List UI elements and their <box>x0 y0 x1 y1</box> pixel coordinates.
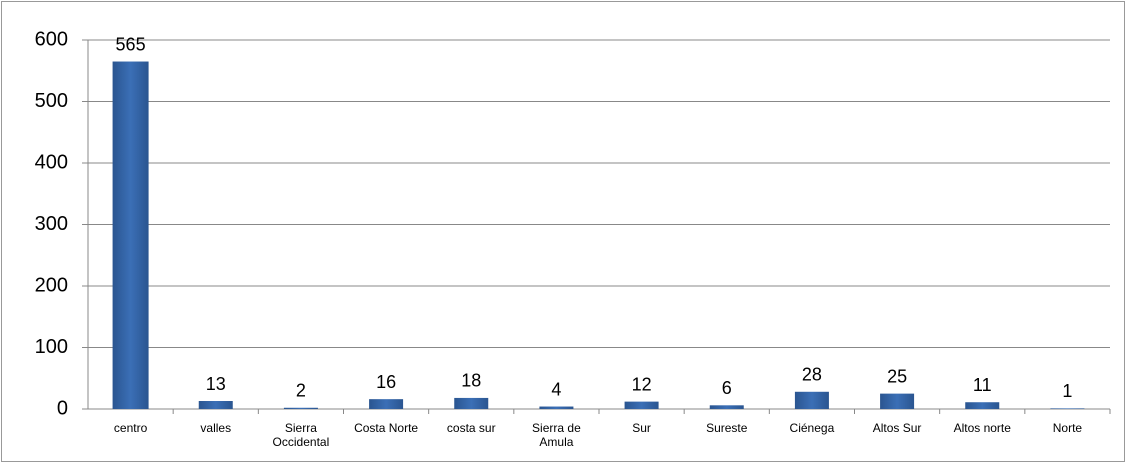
bar <box>709 405 744 409</box>
data-label: 4 <box>551 379 561 399</box>
x-tick-label: Sierra Occidental <box>272 421 330 449</box>
data-label: 18 <box>461 371 481 391</box>
y-tick-label: 400 <box>35 151 68 173</box>
x-tick-label: Altos Sur <box>872 421 922 435</box>
bar <box>624 401 659 409</box>
y-tick-label: 600 <box>35 28 68 50</box>
data-label: 2 <box>296 381 306 401</box>
x-tick-label: Sureste <box>706 421 748 435</box>
data-label: 565 <box>116 34 146 54</box>
bar <box>1050 408 1085 409</box>
y-tick-label: 300 <box>35 213 68 235</box>
bar <box>198 401 233 409</box>
data-label: 13 <box>206 374 226 394</box>
x-tick-label: Ciénega <box>789 421 835 435</box>
data-label: 16 <box>376 372 396 392</box>
bar <box>369 399 404 409</box>
bar <box>965 402 1000 409</box>
y-tick-label: 0 <box>57 397 68 419</box>
x-tick-label: valles <box>200 421 232 435</box>
x-tick-label: centro <box>113 421 148 435</box>
data-label: 25 <box>887 366 907 386</box>
x-tick-label: Sur <box>632 421 651 435</box>
x-tick-label: Costa Norte <box>354 421 419 435</box>
bar <box>539 406 574 409</box>
x-tick-label: Altos norte <box>953 421 1011 435</box>
bar <box>112 61 149 410</box>
bar <box>283 407 318 409</box>
bar <box>794 391 829 409</box>
x-tick-label: costa sur <box>446 421 496 435</box>
data-label: 11 <box>973 375 992 395</box>
y-tick-label: 500 <box>35 90 68 112</box>
data-label: 12 <box>632 374 652 394</box>
y-tick-label: 100 <box>35 336 68 358</box>
bar <box>880 393 915 409</box>
y-tick-label: 200 <box>35 274 68 296</box>
x-tick-label: Norte <box>1052 421 1083 435</box>
data-label: 28 <box>802 365 822 385</box>
data-label: 1 <box>1062 381 1072 401</box>
bar <box>454 397 489 409</box>
x-tick-label: Sierra de Amula <box>532 421 581 449</box>
data-label: 6 <box>722 378 732 398</box>
